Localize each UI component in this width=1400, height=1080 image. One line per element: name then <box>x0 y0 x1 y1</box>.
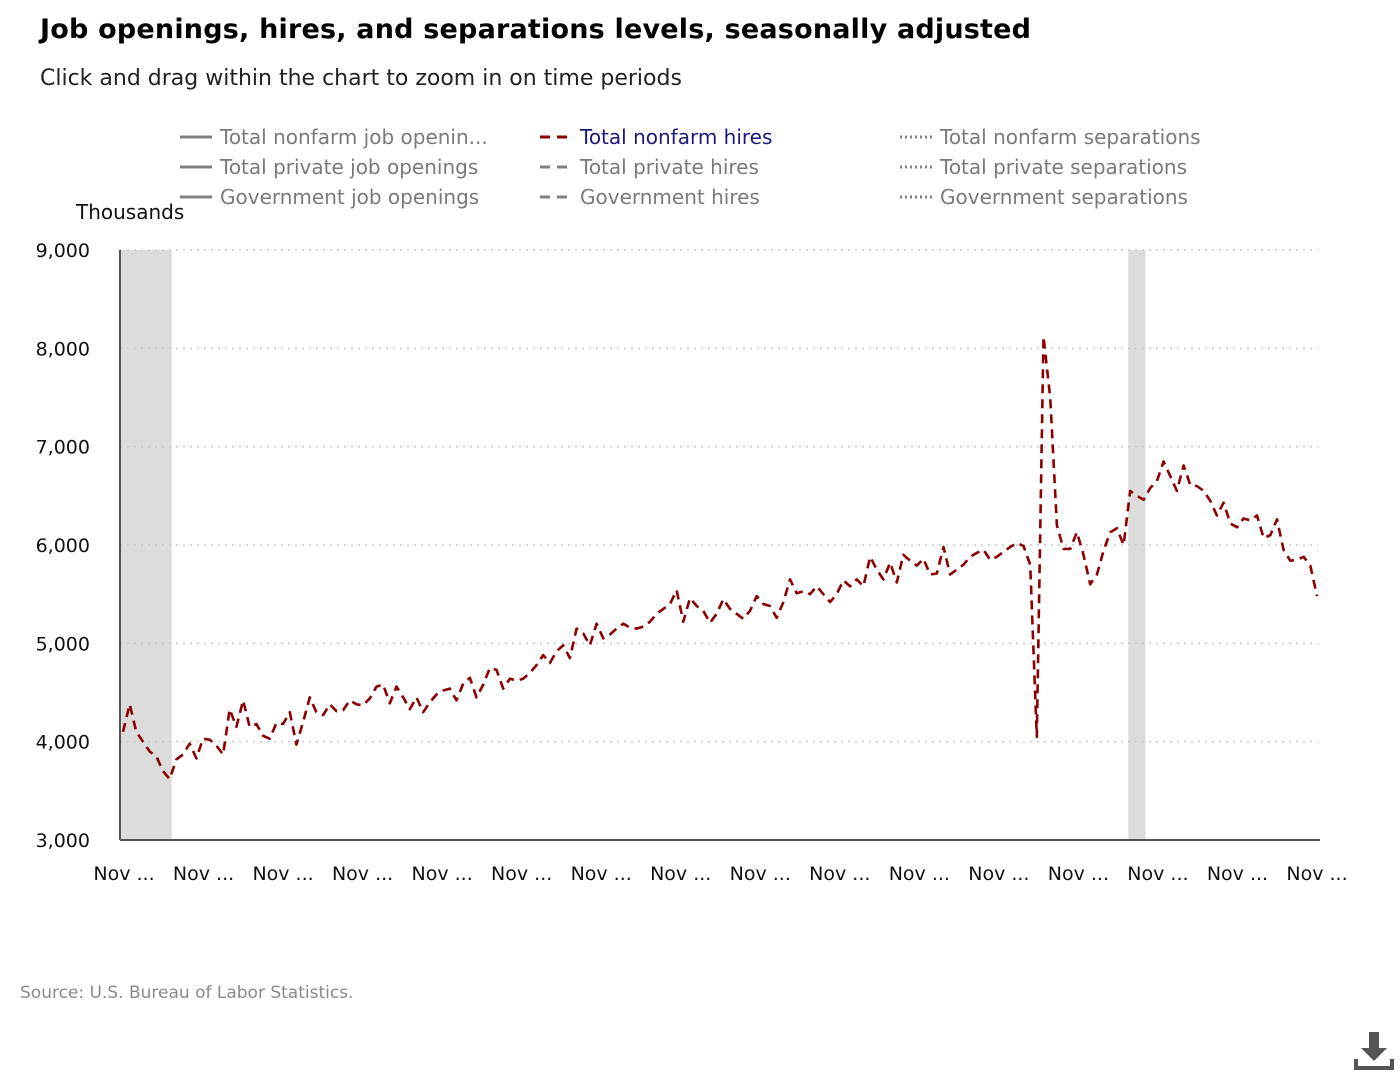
legend-label: Total nonfarm hires <box>579 125 772 149</box>
y-tick-label: 7,000 <box>36 437 90 459</box>
download-icon[interactable] <box>1352 1030 1396 1074</box>
legend: Total nonfarm job openin... Total private… <box>180 125 1201 209</box>
y-tick-label: 8,000 <box>36 338 90 360</box>
legend-item[interactable]: Total private separations <box>900 155 1187 179</box>
y-tick-label: 6,000 <box>36 535 90 557</box>
x-tick-label: Nov ... <box>332 863 393 885</box>
x-tick-label: Nov ... <box>1048 863 1109 885</box>
legend-item[interactable]: Government separations <box>900 185 1188 209</box>
x-tick-label: Nov ... <box>730 863 791 885</box>
legend-item[interactable]: Total nonfarm hires <box>540 125 772 149</box>
legend-item[interactable]: Total private hires <box>540 155 759 179</box>
x-tick-label: Nov ... <box>1127 863 1188 885</box>
y-tick-label: 4,000 <box>36 732 90 754</box>
legend-item[interactable]: Government hires <box>540 185 760 209</box>
legend-label: Government separations <box>940 185 1188 209</box>
chart-title: Job openings, hires, and separations lev… <box>40 14 1032 45</box>
x-tick-label: Nov ... <box>650 863 711 885</box>
y-tick-label: 5,000 <box>36 633 90 655</box>
x-tick-label: Nov ... <box>571 863 632 885</box>
legend-item[interactable]: Government job openings <box>180 185 479 209</box>
legend-label: Total private hires <box>579 155 759 179</box>
legend-label: Government job openings <box>220 185 479 209</box>
series-line-total-nonfarm-hires <box>121 335 1319 781</box>
legend-label: Total nonfarm job openin... <box>219 125 488 149</box>
legend-item[interactable]: Total private job openings <box>180 155 478 179</box>
x-tick-label: Nov ... <box>1286 863 1347 885</box>
legend-label: Total private separations <box>939 155 1187 179</box>
x-tick-label: Nov ... <box>968 863 1029 885</box>
x-tick-label: Nov ... <box>809 863 870 885</box>
legend-label: Government hires <box>580 185 760 209</box>
y-axis-unit-label: Thousands <box>75 200 184 224</box>
x-tick-label: Nov ... <box>93 863 154 885</box>
series-lines <box>121 335 1319 781</box>
y-tick-label: 3,000 <box>36 830 90 852</box>
legend-label: Total private job openings <box>219 155 478 179</box>
x-tick-label: Nov ... <box>173 863 234 885</box>
legend-label: Total nonfarm separations <box>939 125 1201 149</box>
legend-item[interactable]: Total nonfarm job openin... <box>180 125 488 149</box>
chart-subtitle: Click and drag within the chart to zoom … <box>40 66 682 91</box>
chart-area[interactable]: Total nonfarm job openin... Total private… <box>0 0 1400 960</box>
x-tick-label: Nov ... <box>491 863 552 885</box>
x-tick-label: Nov ... <box>889 863 950 885</box>
x-tick-label: Nov ... <box>412 863 473 885</box>
y-tick-label: 9,000 <box>36 240 90 262</box>
x-tick-label: Nov ... <box>1207 863 1268 885</box>
legend-item[interactable]: Total nonfarm separations <box>900 125 1201 149</box>
x-tick-label: Nov ... <box>252 863 313 885</box>
source-note: Source: U.S. Bureau of Labor Statistics. <box>20 983 354 1003</box>
